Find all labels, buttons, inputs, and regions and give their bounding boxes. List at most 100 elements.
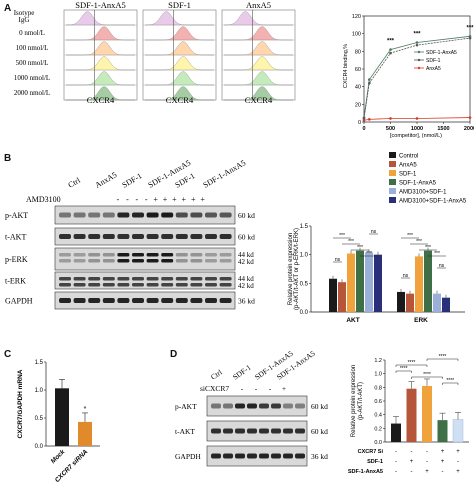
panel-b-letter: B — [4, 153, 12, 164]
bar-ylabel: CXCR7/GAPDH mRNA — [17, 369, 24, 438]
flow-histogram — [224, 71, 293, 86]
blot-band — [205, 253, 217, 257]
binding-point — [468, 36, 472, 40]
binding-point — [389, 117, 392, 120]
significance-label: *** — [416, 239, 422, 245]
sicxcr7-mark: + — [282, 384, 286, 393]
bar — [329, 278, 337, 312]
y-tick-label: 0.0 — [300, 310, 309, 316]
blot-kd-label: 60 kd — [311, 402, 328, 411]
flow-histogram — [145, 26, 214, 41]
blot-kd-label: 60 kd — [238, 211, 255, 220]
bar-category-label: Mock — [50, 448, 67, 465]
blot-band — [283, 403, 293, 409]
flow-xlabel: CXCR4 — [166, 95, 194, 105]
flow-histogram — [65, 11, 135, 26]
table-mark: - — [395, 469, 397, 475]
bar — [442, 297, 450, 312]
flow-xlabel: CXCR4 — [245, 95, 273, 105]
blot-band — [211, 428, 221, 434]
blot-band — [102, 298, 115, 303]
y-tick-label: 60 — [355, 67, 361, 73]
table-mark: + — [456, 449, 460, 455]
bar-category-label: AKT — [346, 317, 359, 324]
blot-band — [161, 259, 174, 263]
significance-bracket — [395, 364, 428, 367]
bar — [356, 250, 364, 312]
blot-band — [190, 234, 203, 239]
flow-column-label: SDF-1 — [168, 0, 191, 10]
blot-band — [102, 234, 115, 239]
bar — [365, 252, 373, 312]
table-row-label: SDF-1-AnxA5 — [348, 469, 383, 475]
table-row-label: CXCR7 Si — [358, 449, 384, 455]
blot-band — [211, 403, 221, 409]
legend-label: SDF-1 — [426, 58, 441, 64]
blot-band — [88, 283, 101, 287]
flow-column-label: SDF-1-AnxA5 — [75, 0, 126, 10]
significance-label: ns — [439, 263, 445, 269]
amd3100-mark: - — [117, 195, 120, 204]
blot-band — [146, 234, 159, 239]
binding-ylabel: CXCR4 binding,% — [343, 44, 349, 88]
bar — [406, 388, 417, 442]
blot-band — [219, 259, 232, 263]
blot-band — [161, 234, 174, 239]
blot-band — [247, 403, 257, 409]
legend-label: Control — [399, 154, 418, 160]
bar — [422, 385, 432, 442]
blot-band — [175, 283, 188, 287]
y-tick-label: 1.0 — [374, 372, 382, 378]
blot-band — [175, 212, 188, 218]
blot-band — [161, 277, 174, 281]
bar-ylabel: (p-AKT/t-AKT) — [358, 382, 364, 420]
significance-label: ns — [335, 257, 341, 263]
blot-protein-label: GAPDH — [5, 297, 33, 306]
significance-label: *** — [434, 251, 440, 257]
bar-ylabel: (p-AKT/t-AKT or p-ERK/t-ERK) — [294, 228, 300, 310]
bar — [338, 282, 346, 312]
legend-swatch — [389, 179, 396, 185]
significance-label: *** — [407, 233, 413, 239]
bar-ylabel: Relative protein expression — [351, 365, 357, 437]
blot-band — [190, 283, 203, 287]
bar — [415, 256, 423, 312]
blot-band — [102, 277, 115, 281]
x-tick-label: 1500 — [437, 126, 449, 132]
blot-band — [132, 212, 144, 218]
blot-band — [59, 283, 71, 287]
blot-band — [146, 259, 159, 263]
protein-expression-bar-chart-d: 0.0 0.2 0.4 0.6 0.8 1.0 1.2 Relative protein ex… — [348, 354, 469, 475]
x-tick-label: 2000 — [464, 126, 474, 132]
blot-lane-label: Ctrl — [209, 368, 224, 382]
flow-histogram — [66, 26, 135, 41]
blot-band — [132, 277, 144, 281]
sicxcr7-mark: - — [255, 384, 258, 393]
blot-band — [59, 259, 71, 263]
blot-band — [161, 253, 174, 257]
blot-band — [73, 277, 86, 281]
table-mark: - — [442, 469, 444, 475]
blot-band — [259, 453, 269, 459]
flow-histogram — [145, 71, 214, 86]
blot-band — [161, 212, 174, 218]
bar — [78, 421, 92, 446]
binding-point — [362, 118, 366, 122]
cxcr4-binding-chart: 0 20 40 60 80 100 120 0 500 1000 1500 2000 *** *** **… — [343, 14, 474, 139]
amd3100-mark: - — [135, 195, 138, 204]
significance-label: *** — [348, 239, 354, 245]
blot-band — [175, 277, 188, 281]
binding-point — [415, 43, 419, 47]
blot-strip — [54, 205, 236, 225]
legend-marker — [417, 58, 421, 62]
blot-band — [219, 277, 232, 281]
bar — [391, 423, 401, 442]
binding-xlabel: [competitor], (nmol/L) — [390, 133, 442, 139]
blot-band — [190, 298, 203, 303]
table-mark: + — [410, 459, 414, 465]
amd3100-mark: + — [172, 195, 177, 204]
blot-band — [283, 428, 293, 434]
blot-band — [132, 283, 144, 287]
blot-band — [59, 234, 71, 239]
y-tick-label: 1.5 — [35, 360, 44, 366]
